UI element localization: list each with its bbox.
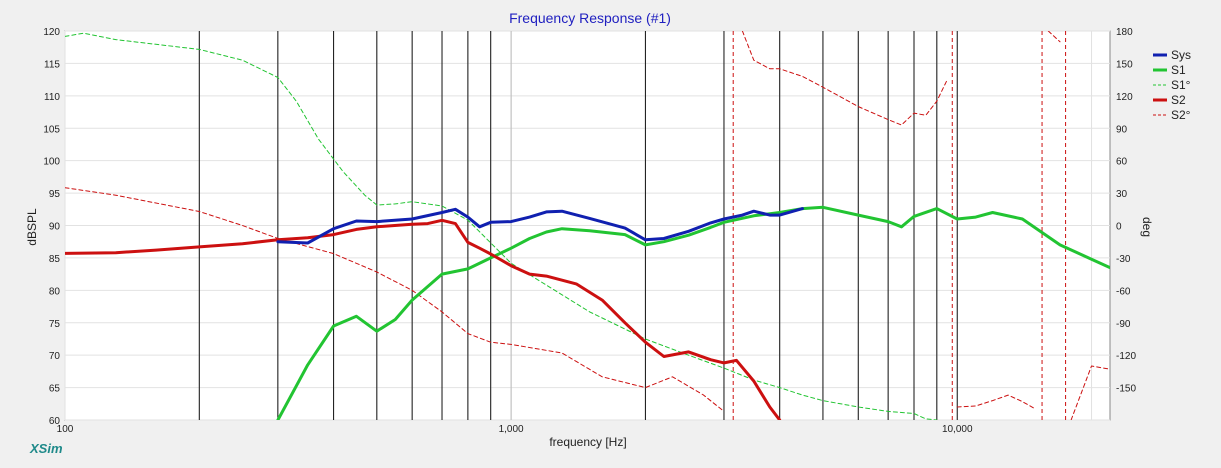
y-tick-label: 65	[49, 384, 61, 395]
y-axis-label: dBSPL	[25, 208, 39, 246]
y2-tick-label: -60	[1116, 286, 1131, 297]
legend-label: S1°	[1171, 78, 1191, 92]
legend-label: S2°	[1171, 108, 1191, 122]
y2-tick-label: -90	[1116, 319, 1131, 330]
y2-tick-label: 0	[1116, 222, 1122, 233]
y2-tick-label: -120	[1116, 351, 1136, 362]
y2-tick-label: 60	[1116, 157, 1128, 168]
y-tick-label: 60	[49, 416, 61, 427]
series-line-s1-phase	[65, 32, 938, 420]
y-tick-label: 115	[44, 59, 60, 70]
series-line-s2	[65, 218, 782, 420]
y-tick-label: 75	[49, 319, 61, 330]
series-line-s1	[276, 205, 1110, 420]
y-tick-label: 90	[49, 222, 61, 233]
y-tick-label: 110	[44, 92, 60, 103]
y2-tick-label: -30	[1116, 254, 1131, 265]
x-tick-label: 10,000	[942, 424, 973, 435]
y2-tick-label: 180	[1116, 27, 1133, 38]
series-clip-group	[65, 31, 1110, 420]
y-tick-label: 85	[49, 254, 61, 265]
x-axis-label: frequency [Hz]	[549, 435, 626, 449]
y2-tick-label: -150	[1116, 384, 1136, 395]
y2-tick-label: 150	[1116, 59, 1133, 70]
xsim-logo: XSim	[29, 441, 63, 456]
legend-label: S2	[1171, 93, 1186, 107]
y-tick-label: 120	[43, 27, 60, 38]
y2-tick-label: 90	[1116, 124, 1128, 135]
chart-title: Frequency Response (#1)	[509, 10, 671, 26]
y-tick-label: 95	[49, 189, 61, 200]
legend-label: Sys	[1171, 48, 1191, 62]
series-group	[65, 31, 1110, 420]
legend-label: S1	[1171, 63, 1186, 77]
vertical-markers	[198, 31, 958, 420]
x-tick-label: 1,000	[499, 424, 524, 435]
y2-axis-label: deg	[1140, 217, 1154, 237]
series-line-s2-phase	[65, 31, 1110, 420]
y-tick-label: 105	[43, 124, 60, 135]
y-tick-label: 70	[49, 351, 61, 362]
x-tick-label: 100	[57, 424, 74, 435]
y2-tick-label: 120	[1116, 92, 1133, 103]
tick-labels: 60 65 70 75 80 85 90 95 100 105 110 115 120 -150 -120 -…	[43, 27, 1136, 435]
series-line-sys	[276, 207, 804, 245]
y-tick-label: 100	[43, 157, 60, 168]
y-tick-label: 80	[49, 286, 61, 297]
y2-tick-label: 30	[1116, 189, 1128, 200]
